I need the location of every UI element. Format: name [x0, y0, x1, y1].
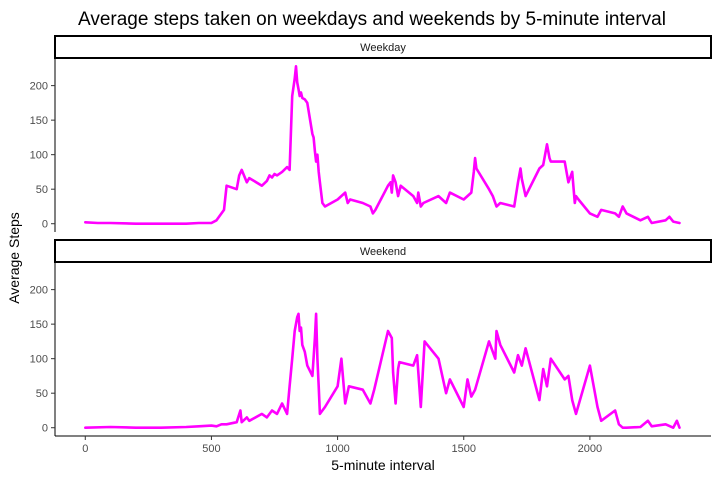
y-axis-title: Average Steps: [6, 212, 22, 304]
strip-label-weekday: Weekday: [360, 42, 406, 54]
strip-label-weekend: Weekend: [360, 246, 406, 258]
series-line-weekday: [84, 65, 681, 225]
x-tick-label: 0: [82, 443, 88, 455]
x-ticks: 0 500 1000 1500 2000: [82, 436, 602, 455]
y-tick-label-weekend: 0: [42, 423, 48, 435]
x-tick-label: 1000: [325, 443, 349, 455]
y-ticks-weekend: 0 50 100 150 200: [30, 285, 55, 435]
y-tick-label-weekend: 100: [30, 354, 48, 366]
x-tick-label: 1500: [451, 443, 475, 455]
x-axis-title: 5-minute interval: [331, 457, 435, 473]
facet-weekend: Weekend 0 50 100 150 200: [30, 239, 712, 437]
y-tick-label-weekday: 50: [36, 184, 48, 196]
y-tick-label-weekday: 0: [42, 219, 48, 231]
x-tick-label: 2000: [578, 443, 602, 455]
y-tick-label-weekday: 100: [30, 150, 48, 162]
y-tick-label-weekday: 150: [30, 115, 48, 127]
y-ticks-weekday: 0 50 100 150 200: [30, 81, 55, 231]
y-tick-label-weekend: 200: [30, 285, 48, 297]
strip-box-weekday: [54, 35, 712, 59]
y-tick-label-weekend: 50: [36, 388, 48, 400]
y-tick-label-weekend: 150: [30, 319, 48, 331]
y-tick-label-weekday: 200: [30, 81, 48, 93]
strip-box-weekend: [54, 239, 712, 263]
chart-title: Average steps taken on weekdays and week…: [78, 9, 666, 30]
facet-weekday: Weekday 0 50 100 150 200: [30, 35, 712, 232]
x-tick-label: 500: [202, 443, 220, 455]
series-line-weekend: [84, 312, 681, 429]
